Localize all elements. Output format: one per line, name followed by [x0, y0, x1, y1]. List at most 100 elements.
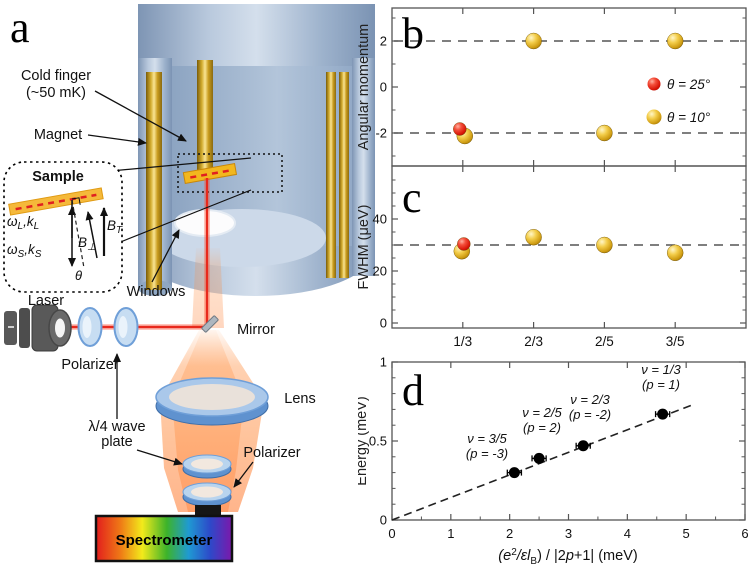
b-y-tick-label: -2 — [375, 126, 387, 141]
d-fit-line — [391, 403, 696, 521]
cold-finger-label-1: Cold finger — [21, 68, 91, 84]
omega-l-label: ωL,kL — [7, 214, 39, 232]
mirror-label: Mirror — [237, 322, 275, 338]
b-perp-label: B⊥ — [78, 235, 96, 253]
c-y-tick-label: 0 — [380, 316, 387, 331]
spectrometer-label: Spectrometer — [116, 532, 213, 549]
magnet-label: Magnet — [34, 127, 82, 143]
d-x-tick-label: 0 — [388, 526, 395, 541]
panel-d-letter: d — [402, 366, 424, 415]
magnet-rod-left — [146, 72, 162, 290]
d-point-label: ν = 3/5 — [467, 431, 507, 446]
laser-device — [4, 304, 72, 352]
theta-label: θ — [75, 268, 82, 283]
polarizer-disc-top — [77, 307, 103, 347]
d-point-label: ν = 2/5 — [522, 405, 562, 420]
cold-finger-rod — [197, 60, 213, 172]
sample-inset: Sample ωL,kL ωS,kS B⊥ BT θ — [3, 157, 252, 293]
cryostat-right-wall — [352, 58, 375, 276]
b-y-axis-title: Angular momentum — [358, 24, 372, 151]
d-x-tick-label: 1 — [447, 526, 454, 541]
right-angle-mark — [71, 197, 81, 205]
legend-gold-label: θ = 10° — [667, 110, 711, 125]
waveplate-label-2: plate — [101, 434, 132, 450]
polarizer-bottom-label: Polarizer — [243, 445, 300, 461]
cryostat — [138, 4, 375, 296]
x-category-label: 1/3 — [453, 334, 472, 349]
polarizer-disc-bottom — [182, 482, 232, 507]
b-total-label: BT — [107, 218, 123, 236]
panel-a-labels: a Cold finger (~50 mK) Magnet Windows La… — [10, 3, 316, 488]
polarizer-top-label: Polarizer — [61, 357, 118, 373]
panel-a-setup-diagram: Spectrometer Sample ωL,kL ωS,kS B⊥ BT θ … — [3, 3, 375, 563]
panel-a-letter: a — [10, 3, 30, 52]
d-x-tick-label: 4 — [624, 526, 631, 541]
b-y-tick-label: 0 — [380, 80, 387, 95]
b-data-point — [525, 32, 542, 50]
panel-d-chart: 0 1 2 3 4 5 6 0 0.5 1 ν = 3/5(p = -3) ν = 2/5(p = 2… — [358, 355, 749, 567]
lens-label: Lens — [284, 391, 315, 407]
d-x-tick-label: 2 — [506, 526, 513, 541]
x-category-label: 2/3 — [524, 334, 543, 349]
tilt-dashed-line — [71, 199, 85, 269]
omega-s-label: ωS,kS — [7, 242, 42, 260]
x-category-label: 2/5 — [595, 334, 614, 349]
polarizer-bottom-arrow — [233, 461, 254, 488]
d-data-point — [577, 440, 589, 452]
d-frame — [391, 361, 746, 521]
b-data-point — [596, 124, 613, 142]
d-y-tick-label: 1 — [380, 355, 387, 370]
inset-sample-2deg — [15, 193, 97, 211]
panel-b-letter: b — [402, 9, 424, 58]
d-x-axis-title: (e2/εlB) / |2p+1| (meV) — [498, 547, 637, 567]
legend-gold-marker — [646, 109, 662, 125]
c-y-axis-title: FWHM (μeV) — [358, 205, 372, 290]
d-y-axis-title: Energy (meV) — [358, 396, 370, 485]
d-point-label: (p = -2) — [569, 407, 611, 422]
waveplate-arrow-down — [136, 449, 183, 466]
d-plot-area: 0 1 2 3 4 5 6 0 0.5 1 ν = 3/5(p = -3) ν = 2/5(p = 2… — [369, 355, 749, 541]
windows-arrow — [151, 229, 180, 283]
c-y-tick-label: 20 — [373, 264, 387, 279]
x-category-label: 3/5 — [666, 334, 685, 349]
magnet-rod-right-2 — [339, 72, 349, 278]
magnet-arrow — [87, 134, 147, 146]
waveplate-label-1: λ/4 wave — [88, 419, 145, 435]
d-point-label: ν = 1/3 — [641, 362, 681, 377]
d-point-label: (p = -3) — [466, 446, 508, 461]
b-perp-arrow — [85, 211, 98, 259]
windows-label: Windows — [127, 284, 186, 300]
d-x-tick-label: 6 — [741, 526, 748, 541]
d-data-point — [657, 408, 669, 420]
c-y-tick-label: 40 — [373, 212, 387, 227]
d-data-point — [533, 452, 545, 464]
panel-b-legend: θ = 25° θ = 10° — [646, 77, 711, 125]
quarter-wave-plate-disc — [182, 454, 232, 479]
c-data-point — [457, 237, 471, 251]
laser-label: Laser — [28, 293, 64, 309]
inset-sample-bar — [8, 187, 104, 216]
c-frame — [391, 165, 747, 329]
legend-red-label: θ = 25° — [667, 77, 711, 92]
cold-finger-arrow — [94, 90, 187, 142]
inset-sample-label: Sample — [32, 169, 84, 185]
panel-c-letter: c — [402, 173, 422, 222]
c-data-point — [596, 236, 613, 254]
d-y-tick-label: 0 — [380, 513, 387, 528]
sample-chip — [182, 162, 238, 185]
mirror — [201, 315, 219, 333]
c-data-point — [667, 244, 684, 262]
d-x-tick-label: 5 — [683, 526, 690, 541]
d-y-tick-label: 0.5 — [369, 434, 387, 449]
b-data-point — [667, 32, 684, 50]
c-data-point — [525, 228, 542, 246]
legend-red-marker — [647, 77, 661, 91]
d-point-label: ν = 2/3 — [570, 392, 610, 407]
d-point-label: (p = 1) — [642, 377, 680, 392]
b-data-point — [453, 122, 467, 136]
sample-dotted-box — [177, 153, 283, 193]
b-y-tick-label: 2 — [380, 34, 387, 49]
inset-pointer-line-1 — [99, 157, 252, 173]
